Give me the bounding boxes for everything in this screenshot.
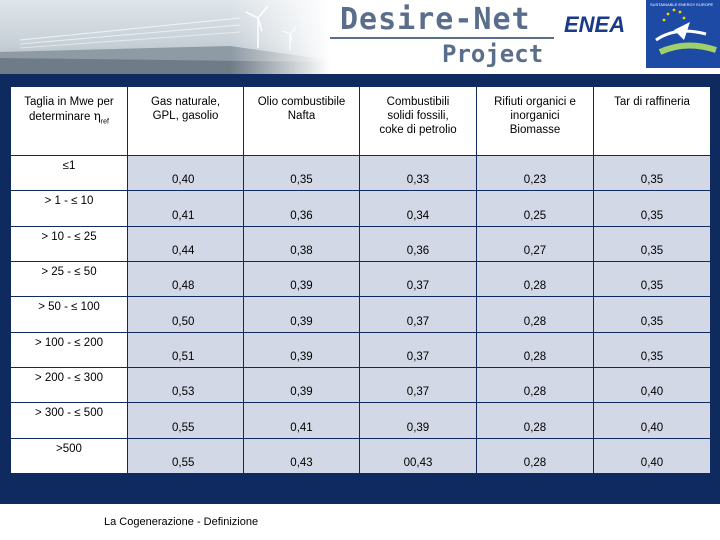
footer-caption: La Cogenerazione - Definizione — [104, 516, 259, 528]
table-row: > 10 - ≤ 25 0,44 0,38 0,36 0,27 0,35 — [10, 225, 711, 262]
row-size-label: >500 — [10, 437, 128, 475]
table-cell: 0,35 — [593, 154, 711, 192]
table-cell: 0,27 — [476, 225, 594, 262]
row-size-label: > 1 - ≤ 10 — [10, 190, 128, 227]
table-cell: 0,39 — [243, 331, 360, 368]
table-cell: 00,43 — [359, 437, 477, 475]
table-cell: 0,37 — [359, 296, 477, 333]
table-cell: 0,35 — [593, 260, 711, 298]
header-line: Biomasse — [509, 124, 561, 136]
table-cell: 0,43 — [243, 437, 360, 475]
table-row: > 50 - ≤ 100 0,50 0,39 0,37 0,28 0,35 — [10, 296, 711, 333]
table-cell: 0,35 — [593, 225, 711, 262]
header-line: Taglia in Mwe per — [24, 96, 114, 108]
row-size-label: > 100 - ≤ 200 — [10, 331, 128, 368]
table-cell: 0,28 — [476, 296, 594, 333]
project-title: Desire-Net — [340, 2, 531, 37]
eu-stars-icon — [655, 8, 717, 55]
row-size-label: ≤1 — [10, 154, 128, 192]
table-cell: 0,41 — [127, 190, 244, 227]
header-line: determinare — [29, 111, 94, 123]
table-cell: 0,23 — [476, 154, 594, 192]
project-subtitle: Project — [442, 40, 544, 68]
table-row: > 300 - ≤ 500 0,55 0,41 0,39 0,28 0,40 — [10, 402, 711, 439]
row-size-label: > 50 - ≤ 100 — [10, 296, 128, 333]
table-cell: 0,34 — [359, 190, 477, 227]
table-cell: 0,39 — [243, 296, 360, 333]
table-cell: 0,40 — [127, 154, 244, 192]
footer-wedge — [0, 504, 720, 540]
table-row: >500 0,55 0,43 00,43 0,28 0,40 — [10, 437, 711, 475]
row-size-label: > 300 - ≤ 500 — [10, 402, 128, 439]
table-cell: 0,35 — [593, 296, 711, 333]
table-row: > 25 - ≤ 50 0,48 0,39 0,37 0,28 0,35 — [10, 260, 711, 298]
table-cell: 0,35 — [593, 331, 711, 368]
efficiency-table: Taglia in Mwe per determinare ηref Gas n… — [10, 86, 711, 475]
header-line: Gas naturale, — [150, 96, 221, 108]
eta-symbol: η — [93, 109, 101, 123]
row-size-label: > 200 - ≤ 300 — [10, 366, 128, 404]
column-header-gas: Gas naturale, GPL, gasolio — [127, 86, 244, 156]
table-cell: 0,28 — [476, 437, 594, 475]
table-row: > 1 - ≤ 10 0,41 0,36 0,34 0,25 0,35 — [10, 190, 711, 227]
column-header-refinery-tar: Tar di raffineria — [593, 86, 711, 156]
table-cell: 0,35 — [593, 190, 711, 227]
enea-logo: ENEA — [564, 12, 626, 37]
header-line: Rifiuti organici e — [494, 96, 576, 108]
table-cell: 0,40 — [593, 437, 711, 475]
table-cell: 0,37 — [359, 331, 477, 368]
table-cell: 0,33 — [359, 154, 477, 192]
table-cell: 0,39 — [243, 260, 360, 298]
table-row: > 200 - ≤ 300 0,53 0,39 0,37 0,28 0,40 — [10, 366, 711, 404]
table-row: ≤1 0,40 0,35 0,33 0,23 0,35 — [10, 154, 711, 192]
table-cell: 0,40 — [593, 402, 711, 439]
table-cell: 0,50 — [127, 296, 244, 333]
table-cell: 0,39 — [243, 366, 360, 404]
table-cell: 0,25 — [476, 190, 594, 227]
header-line: inorganici — [510, 110, 560, 122]
table-cell: 0,51 — [127, 331, 244, 368]
eta-subscript: ref — [100, 118, 109, 126]
column-header-solid-fuels: Combustibili solidi fossili, coke di pet… — [359, 86, 477, 156]
table-cell: 0,44 — [127, 225, 244, 262]
row-size-label: > 10 - ≤ 25 — [10, 225, 128, 262]
eu-logo-caption: SUSTAINABLE ENERGY EUROPE — [650, 2, 714, 7]
table-cell: 0,28 — [476, 366, 594, 404]
row-size-label: > 25 - ≤ 50 — [10, 260, 128, 298]
table-cell: 0,28 — [476, 260, 594, 298]
table-cell: 0,55 — [127, 402, 244, 439]
table-cell: 0,53 — [127, 366, 244, 404]
table-cell: 0,36 — [359, 225, 477, 262]
table-row: > 100 - ≤ 200 0,51 0,39 0,37 0,28 0,35 — [10, 331, 711, 368]
header-line: solidi fossili, — [387, 110, 449, 122]
table-cell: 0,36 — [243, 190, 360, 227]
table-cell: 0,40 — [593, 366, 711, 404]
column-header-waste-biomass: Rifiuti organici e inorganici Biomasse — [476, 86, 594, 156]
column-header-oil: Olio combustibile Nafta — [243, 86, 360, 156]
header-line: GPL, gasolio — [152, 110, 219, 122]
table-cell: 0,28 — [476, 402, 594, 439]
table-cell: 0,37 — [359, 260, 477, 298]
header-line: Tar di raffineria — [614, 96, 690, 108]
table-cell: 0,38 — [243, 225, 360, 262]
table-cell: 0,48 — [127, 260, 244, 298]
photo-fade — [230, 0, 330, 74]
table-header-row: Taglia in Mwe per determinare ηref Gas n… — [10, 86, 711, 156]
header-line: Olio combustibile — [257, 96, 346, 108]
header-banner: Desire-Net Project ENEA SUSTAINABLE ENER… — [0, 0, 720, 74]
table-cell: 0,55 — [127, 437, 244, 475]
header-line: Nafta — [287, 110, 316, 122]
table-cell: 0,41 — [243, 402, 360, 439]
table-cell: 0,37 — [359, 366, 477, 404]
title-rule — [330, 37, 554, 39]
sustainable-energy-europe-logo: SUSTAINABLE ENERGY EUROPE — [646, 0, 720, 68]
size-column-header: Taglia in Mwe per determinare ηref — [10, 86, 128, 156]
header-line: Combustibili — [386, 96, 450, 108]
table-cell: 0,39 — [359, 402, 477, 439]
table-cell: 0,28 — [476, 331, 594, 368]
header-line: coke di petrolio — [379, 124, 457, 136]
table-cell: 0,35 — [243, 154, 360, 192]
